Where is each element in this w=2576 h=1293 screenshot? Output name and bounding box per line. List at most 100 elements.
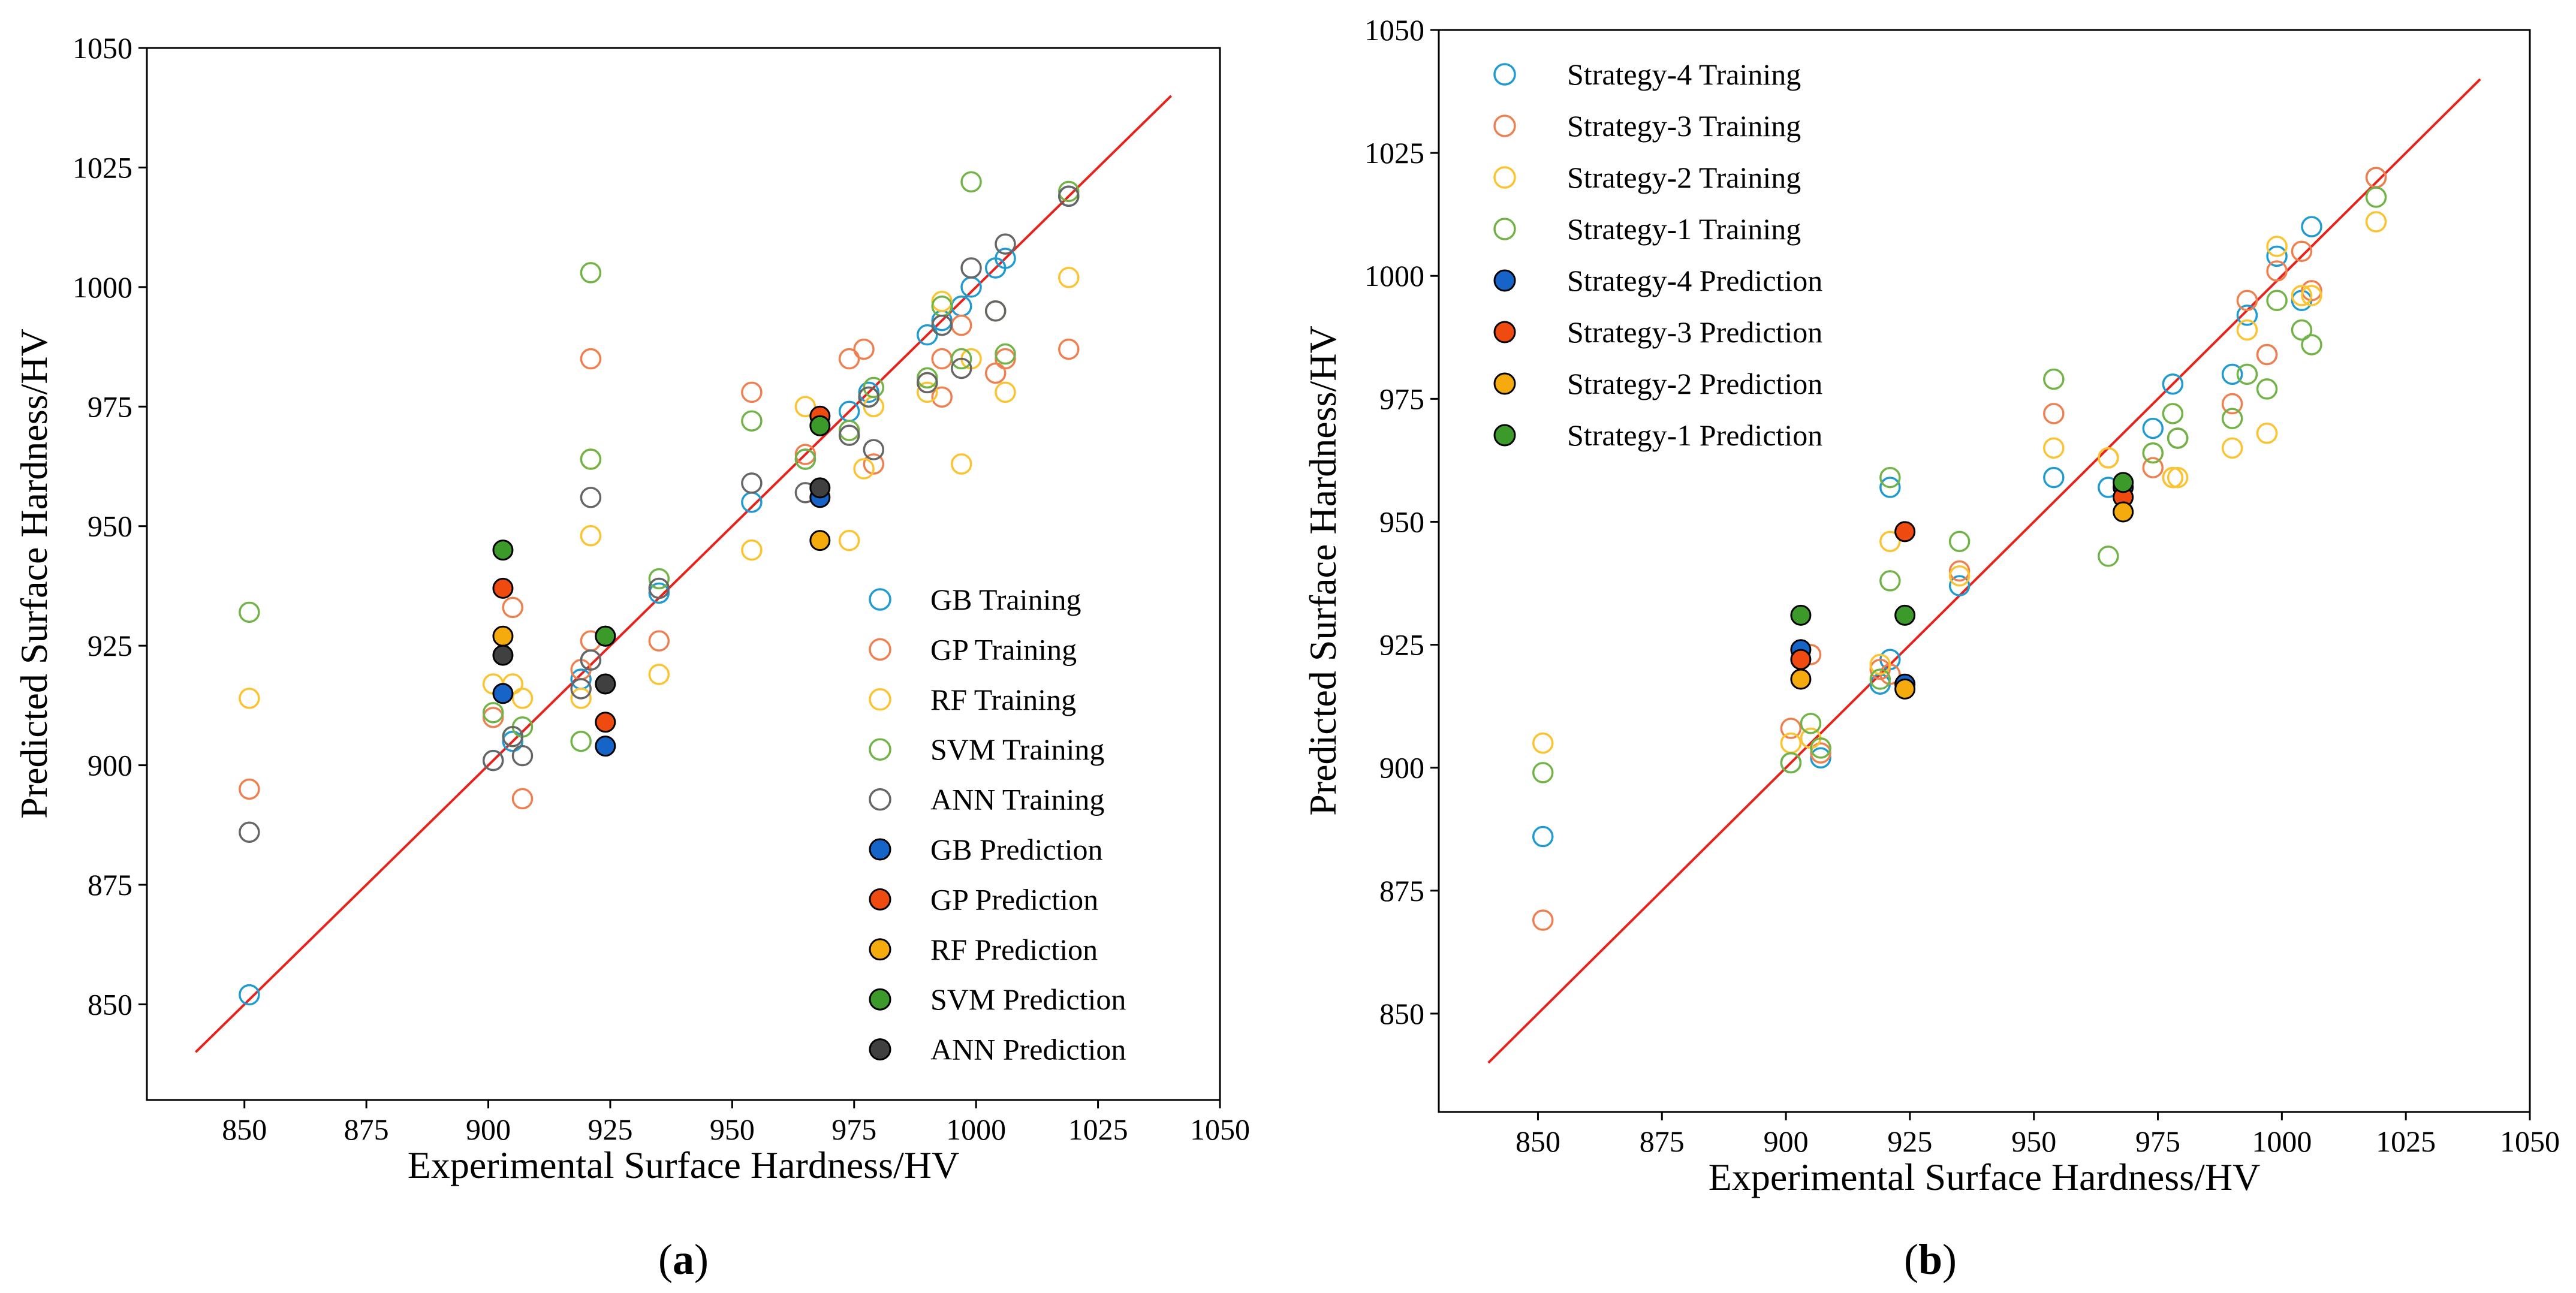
point-svm-training: [741, 410, 763, 432]
series-strategy-3-prediction: [1790, 486, 2134, 670]
y-tick-label-a: 875: [88, 868, 132, 902]
point-strategy-1-training: [2162, 403, 2184, 424]
panel-label-b-letter: b: [1918, 1235, 1942, 1283]
point-strategy-4-training: [1948, 575, 1971, 596]
legend-label: GB Training: [930, 583, 1081, 616]
point-rf-prediction: [809, 530, 831, 551]
point-strategy-3-training: [2365, 167, 2387, 188]
point-gb-training: [741, 492, 763, 513]
point-strategy-3-training: [1948, 560, 1971, 582]
panel-label-a: (a): [658, 1235, 709, 1283]
y-tick-label-a: 925: [88, 629, 132, 662]
point-rf-training: [995, 381, 1016, 403]
legend-marker: [869, 888, 891, 911]
point-strategy-1-prediction: [1894, 604, 1916, 626]
point-svm-training: [794, 448, 817, 470]
legend-marker: [869, 688, 891, 711]
series-ann-prediction: [492, 477, 831, 695]
point-strategy-3-training: [2301, 280, 2322, 302]
x-axis-title-a: Experimental Surface Hardness/HV: [408, 1144, 960, 1186]
point-svm-training: [951, 348, 972, 370]
point-gb-training: [995, 248, 1016, 269]
point-strategy-2-training: [2043, 437, 2065, 459]
point-gp-training: [863, 453, 885, 475]
point-strategy-1-training: [2291, 319, 2313, 341]
panel-label-b: (b): [1904, 1235, 1957, 1283]
point-strategy-1-training: [2301, 334, 2322, 355]
point-svm-training: [917, 367, 938, 389]
point-strategy-3-prediction: [1790, 649, 1812, 670]
x-tick-label-a: 1000: [946, 1113, 1006, 1146]
point-ann-training: [580, 649, 602, 671]
x-tick-label-a: 900: [466, 1113, 511, 1146]
point-strategy-3-training: [2291, 240, 2313, 262]
y-tick-label-a: 900: [88, 749, 132, 782]
series-strategy-2-prediction: [1790, 501, 2134, 700]
point-rf-training: [931, 291, 953, 312]
point-strategy-1-training: [1948, 531, 1971, 553]
point-gb-prediction: [492, 683, 514, 704]
point-rf-training: [239, 688, 260, 709]
axis-ticks-b: 850 875 900 925 950 975 1000 1025 1050 850 875 900 9…: [1364, 13, 2560, 1158]
point-ann-training: [931, 314, 953, 336]
point-gb-training: [858, 381, 879, 403]
legend-label: GB Prediction: [930, 833, 1102, 866]
point-rf-training: [1058, 267, 1080, 288]
point-gb-prediction: [595, 736, 616, 757]
point-rf-training: [951, 453, 972, 475]
x-tick-label-b: 975: [2135, 1125, 2180, 1158]
legend-label: Strategy-1 Prediction: [1567, 418, 1822, 452]
point-gp-training: [838, 348, 860, 370]
point-gp-training: [482, 707, 504, 728]
point-gp-training: [502, 596, 523, 619]
y-axis-title-a: Predicted Surface Hardness/HV: [13, 328, 55, 819]
point-strategy-3-training: [1532, 909, 1554, 931]
legend-a: GB Training GP Training RF Training SVM Tra…: [869, 583, 1126, 1066]
panel-a: 850 875 900 925 950 975 1000 1025 1050 850 875 900 9…: [13, 31, 1250, 1283]
point-svm-training: [239, 601, 260, 623]
point-gp-training: [1058, 338, 1080, 360]
panel-label-a-letter: a: [673, 1235, 694, 1283]
point-strategy-1-training: [2266, 290, 2288, 311]
series-ann-training: [239, 185, 1080, 843]
point-strategy-1-training: [1869, 668, 1891, 690]
point-strategy-2-training: [1532, 732, 1554, 754]
identity-line-a: [194, 95, 1173, 1053]
legend-b: Strategy-4 Training Strategy-3 Training St…: [1493, 58, 1822, 452]
point-strategy-4-training: [2301, 216, 2322, 237]
point-rf-training: [741, 539, 763, 561]
series-strategy-1-training: [1532, 186, 2387, 783]
x-tick-label-b: 1050: [2500, 1125, 2560, 1158]
point-gp-prediction: [492, 577, 514, 599]
x-tick-label-a: 850: [222, 1113, 267, 1146]
x-tick-label-a: 975: [831, 1113, 876, 1146]
y-tick-label-a: 1050: [73, 31, 132, 65]
legend-label: Strategy-2 Prediction: [1567, 367, 1822, 400]
point-strategy-2-training: [2167, 466, 2189, 489]
point-strategy-1-training: [2167, 427, 2189, 449]
point-strategy-4-training: [2043, 466, 2065, 489]
point-strategy-4-training: [2142, 417, 2164, 439]
point-strategy-4-training: [1879, 477, 1901, 498]
y-tick-label-b: 975: [1379, 382, 1424, 415]
point-gb-training: [239, 984, 260, 1006]
point-ann-training: [580, 487, 602, 508]
point-strategy-4-training: [2221, 363, 2243, 385]
point-svm-prediction: [809, 415, 831, 436]
point-strategy-3-training: [2142, 457, 2164, 478]
point-gb-training: [917, 324, 938, 346]
y-tick-label-b: 900: [1379, 751, 1424, 785]
legend-label: RF Training: [930, 683, 1076, 716]
point-rf-training: [853, 458, 875, 480]
legend-marker: [869, 788, 891, 811]
point-gp-training: [853, 338, 875, 360]
point-gp-prediction: [595, 712, 616, 733]
y-tick-label-b: 925: [1379, 628, 1424, 662]
legend-label: Strategy-3 Training: [1567, 109, 1801, 143]
point-svm-training: [570, 730, 592, 752]
point-gp-training: [995, 348, 1016, 370]
point-svm-training: [995, 343, 1016, 365]
point-ann-training: [482, 749, 504, 771]
point-gp-training: [931, 348, 953, 370]
point-strategy-3-training: [2266, 260, 2288, 282]
